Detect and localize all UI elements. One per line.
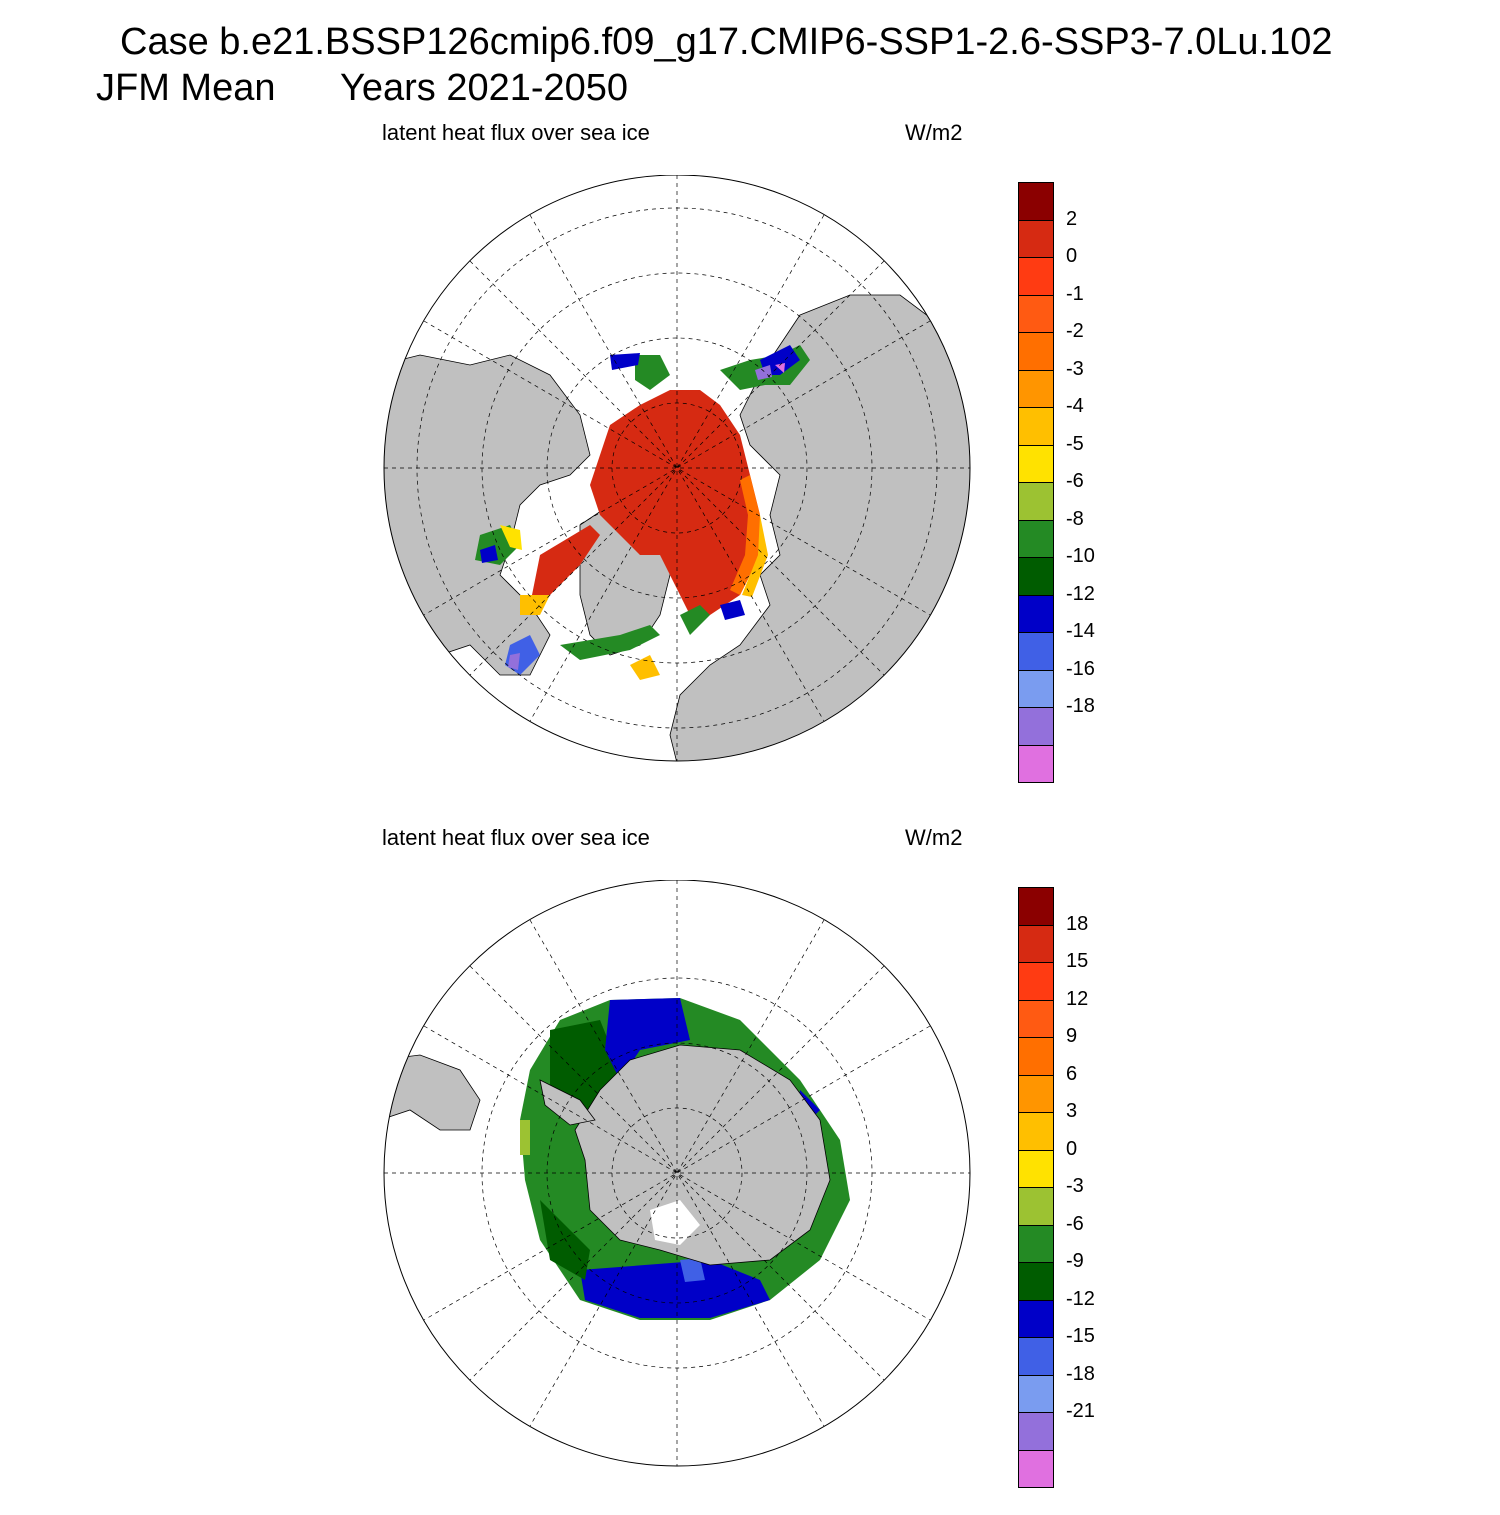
colorbar-swatch xyxy=(1018,1449,1054,1488)
colorbar-swatch xyxy=(1018,1037,1054,1075)
colorbar-tick-label: -14 xyxy=(1066,620,1095,642)
colorbar-tick-label: -6 xyxy=(1066,1212,1084,1235)
colorbar-swatch xyxy=(1018,519,1054,557)
colorbar-swatch xyxy=(1018,1374,1054,1412)
colorbar-swatch xyxy=(1018,887,1054,925)
arctic-sea-ice-flux xyxy=(590,390,760,615)
colorbar-tick-label: -15 xyxy=(1066,1325,1095,1347)
colorbar-tick-label: -6 xyxy=(1066,470,1084,492)
colorbar-tick-label: -9 xyxy=(1066,1250,1084,1272)
colorbar-swatch xyxy=(1018,999,1054,1037)
antarctica-landmass xyxy=(574,1044,831,1266)
colorbar-tick-label: 12 xyxy=(1066,987,1089,1010)
colorbar-swatch xyxy=(1018,182,1054,220)
figure-title-years: Years 2021-2050 xyxy=(340,67,629,109)
colorbar-tick-label: -3 xyxy=(1066,1175,1084,1197)
colorbar-tick-label: -10 xyxy=(1066,545,1095,567)
colorbar-swatch xyxy=(1018,1412,1054,1450)
antarctic-panel: latent heat flux over sea ice W/m2 xyxy=(0,815,1500,1515)
colorbar-tick-label: 15 xyxy=(1066,950,1089,972)
colorbar-swatch xyxy=(1018,1149,1054,1187)
antarctic-polar-map xyxy=(383,880,971,1467)
colorbar-swatch xyxy=(1018,1074,1054,1112)
south-america-landmass xyxy=(384,1054,481,1131)
colorbar-tick-label: 0 xyxy=(1066,245,1078,267)
antarctic-colorbar xyxy=(1018,887,1054,1488)
colorbar-tick-label: -12 xyxy=(1066,1287,1095,1310)
colorbar-tick-label: 0 xyxy=(1066,1137,1078,1160)
colorbar-tick-label: 18 xyxy=(1066,912,1089,935)
arctic-panel: latent heat flux over sea ice W/m2 xyxy=(0,110,1500,810)
colorbar-swatch xyxy=(1018,1224,1054,1262)
colorbar-swatch xyxy=(1018,1262,1054,1300)
figure-title-season: JFM Mean xyxy=(96,67,276,109)
colorbar-swatch xyxy=(1018,744,1054,783)
colorbar-swatch xyxy=(1018,407,1054,445)
arctic-polar-map xyxy=(383,175,971,762)
colorbar-swatch xyxy=(1018,294,1054,332)
colorbar-swatch xyxy=(1018,962,1054,1000)
colorbar-tick-label: -12 xyxy=(1066,582,1095,605)
colorbar-tick-label: -4 xyxy=(1066,395,1084,417)
colorbar-tick-label: -2 xyxy=(1066,320,1084,342)
panel-variable-label: latent heat flux over sea ice xyxy=(382,825,650,850)
panel-unit-label: W/m2 xyxy=(905,120,963,145)
colorbar-swatch xyxy=(1018,444,1054,482)
colorbar-tick-label: -1 xyxy=(1066,282,1084,305)
colorbar-swatch xyxy=(1018,707,1054,745)
colorbar-tick-label: 2 xyxy=(1066,207,1078,230)
colorbar-swatch xyxy=(1018,369,1054,407)
panel-variable-label: latent heat flux over sea ice xyxy=(382,120,650,145)
colorbar-swatch xyxy=(1018,924,1054,962)
colorbar-tick-label: 9 xyxy=(1066,1025,1078,1047)
colorbar-tick-label: 3 xyxy=(1066,1100,1078,1122)
colorbar-tick-label: -21 xyxy=(1066,1400,1095,1422)
figure-title-case: Case b.e21.BSSP126cmip6.f09_g17.CMIP6-SS… xyxy=(120,21,1333,63)
colorbar-swatch xyxy=(1018,1112,1054,1150)
colorbar-swatch xyxy=(1018,1187,1054,1225)
colorbar-swatch xyxy=(1018,332,1054,370)
colorbar-swatch xyxy=(1018,1337,1054,1375)
colorbar-swatch xyxy=(1018,219,1054,257)
colorbar-swatch xyxy=(1018,632,1054,670)
colorbar-tick-label: -18 xyxy=(1066,695,1095,717)
colorbar-tick-label: -18 xyxy=(1066,1362,1095,1385)
colorbar-swatch xyxy=(1018,1299,1054,1337)
colorbar-swatch xyxy=(1018,482,1054,520)
colorbar-tick-label: -16 xyxy=(1066,657,1095,680)
colorbar-swatch xyxy=(1018,257,1054,295)
colorbar-tick-label: -5 xyxy=(1066,432,1084,455)
colorbar-tick-label: 6 xyxy=(1066,1062,1078,1085)
colorbar-swatch xyxy=(1018,594,1054,632)
arctic-colorbar xyxy=(1018,182,1054,783)
colorbar-tick-label: -3 xyxy=(1066,357,1084,380)
panel-unit-label: W/m2 xyxy=(905,825,963,850)
colorbar-swatch xyxy=(1018,557,1054,595)
colorbar-tick-label: -8 xyxy=(1066,507,1084,530)
colorbar-swatch xyxy=(1018,669,1054,707)
